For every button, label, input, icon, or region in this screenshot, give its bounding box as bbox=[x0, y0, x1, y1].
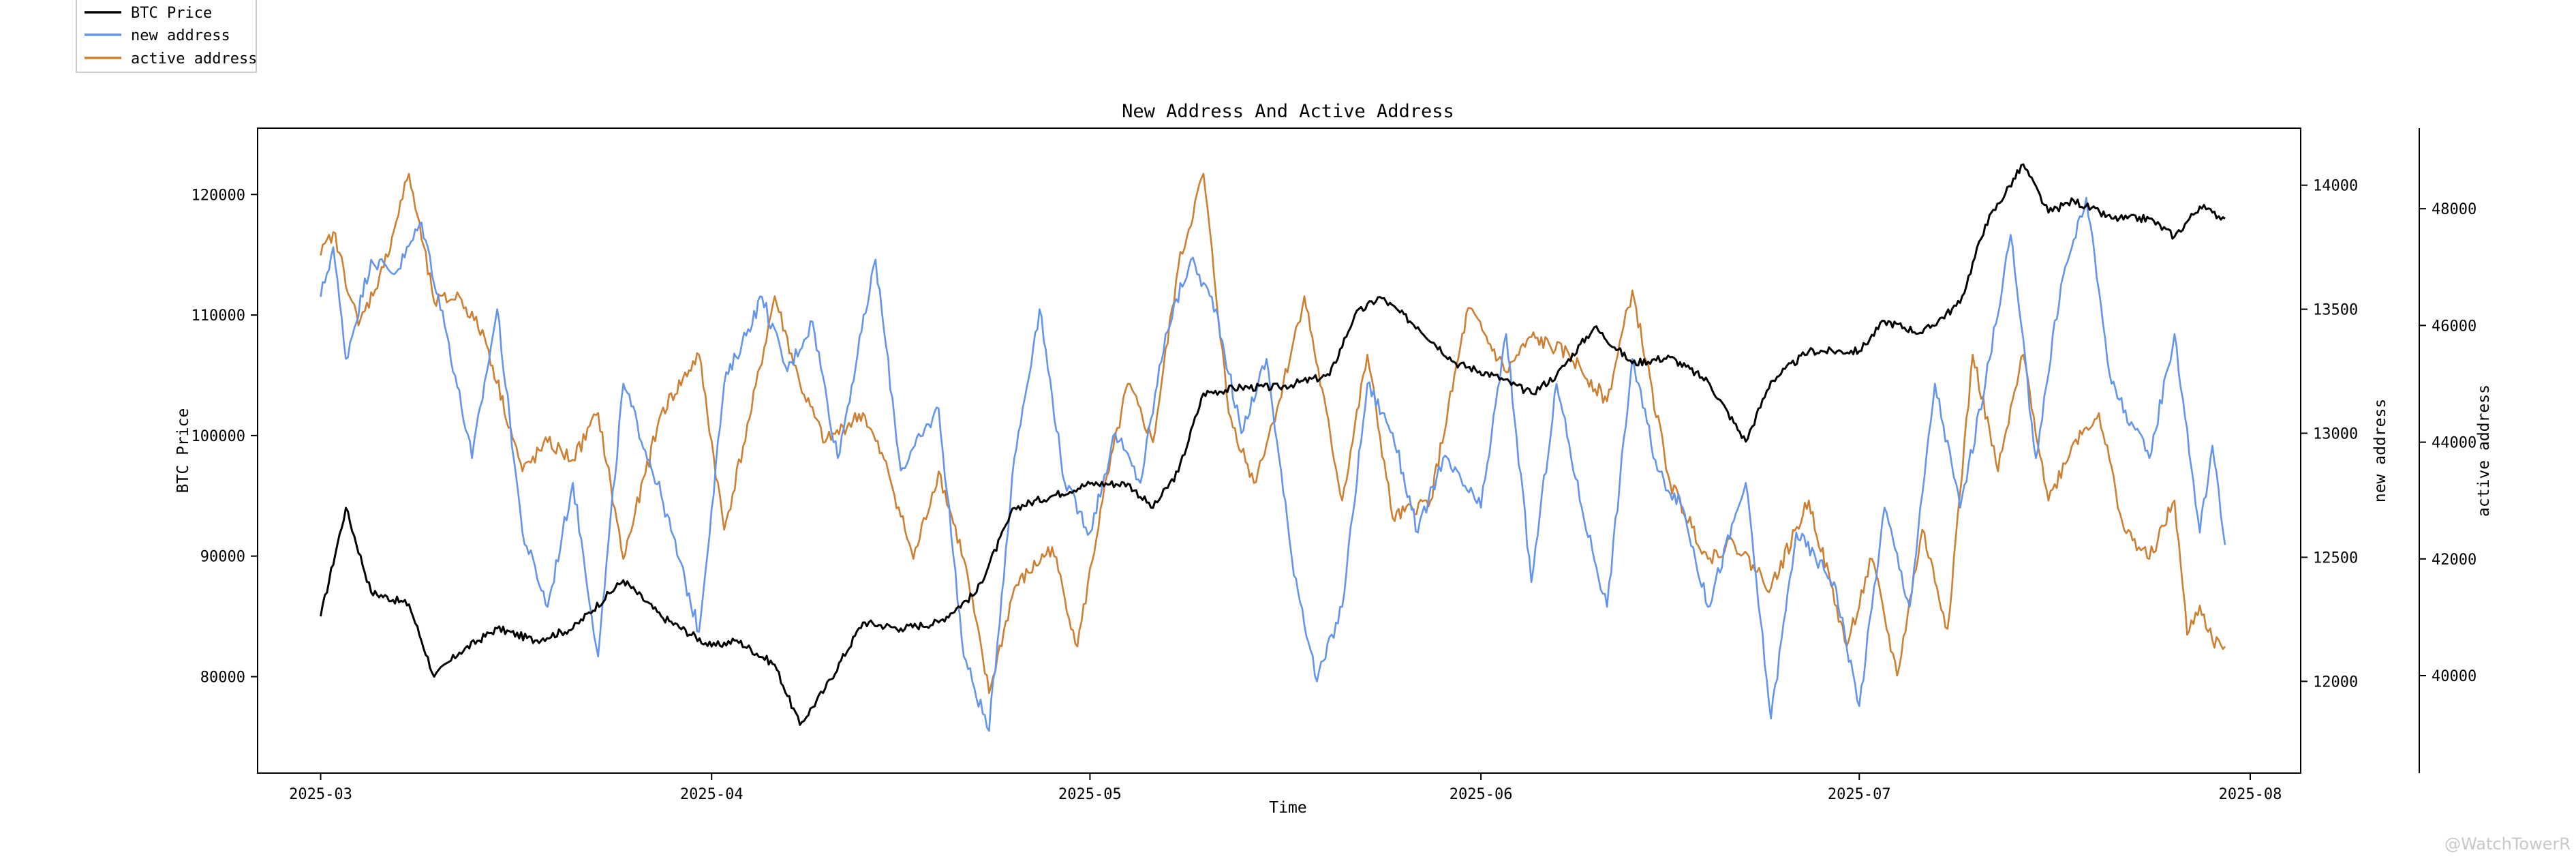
active-axis-tick-label-48000: 48000 bbox=[2432, 201, 2477, 218]
new-axis-tick-label-12000: 12000 bbox=[2313, 674, 2358, 691]
x-tick-label-2025-06: 2025-06 bbox=[1450, 786, 1513, 803]
series-btc-price bbox=[320, 163, 2226, 726]
x-axis-title: Time bbox=[1269, 799, 1306, 817]
series-lines bbox=[320, 163, 2226, 732]
new-axis-tick-label-14000: 14000 bbox=[2313, 178, 2358, 195]
btc-price-axis-title: BTC Price bbox=[174, 408, 192, 494]
active-axis-tick-label-40000: 40000 bbox=[2432, 668, 2477, 685]
new-axis-tick-label-13000: 13000 bbox=[2313, 426, 2358, 443]
legend-label-new-address: new address bbox=[131, 27, 230, 44]
x-tick-label-2025-04: 2025-04 bbox=[680, 786, 743, 803]
series-line-btc-price bbox=[320, 163, 2226, 726]
x-tick-label-2025-08: 2025-08 bbox=[2219, 786, 2282, 803]
tick-marks: 2025-03 2025-04 2025-05 2025-06 2025-07 2025-… bbox=[191, 178, 2477, 803]
price-axis-tick-label-100000: 100000 bbox=[191, 428, 245, 445]
watermark-text: @WatchTowerR bbox=[2444, 834, 2571, 854]
legend-label-active-address: active address bbox=[131, 50, 257, 67]
new-axis-tick-label-12500: 12500 bbox=[2313, 549, 2358, 567]
legend-label-btc-price: BTC Price bbox=[131, 5, 212, 22]
new-axis-tick-label-13500: 13500 bbox=[2313, 302, 2358, 319]
new-address-axis-title: new address bbox=[2372, 399, 2389, 502]
series-line-new-address bbox=[320, 196, 2226, 732]
active-address-axis-title: active address bbox=[2475, 385, 2493, 517]
active-axis-tick-label-44000: 44000 bbox=[2432, 435, 2477, 452]
x-tick-label-2025-05: 2025-05 bbox=[1058, 786, 1122, 803]
active-axis-tick-label-46000: 46000 bbox=[2432, 318, 2477, 335]
chart-title: New Address And Active Address bbox=[1122, 101, 1454, 122]
series-new-address bbox=[320, 196, 2226, 732]
x-tick-label-2025-03: 2025-03 bbox=[289, 786, 352, 803]
price-axis-tick-label-90000: 90000 bbox=[200, 549, 245, 566]
active-axis-tick-label-42000: 42000 bbox=[2432, 552, 2477, 569]
series-active-address bbox=[320, 172, 2226, 694]
price-axis-tick-label-120000: 120000 bbox=[191, 187, 245, 204]
plot-frame bbox=[257, 127, 2301, 774]
x-tick-label-2025-07: 2025-07 bbox=[1828, 786, 1891, 803]
price-axis-tick-label-80000: 80000 bbox=[200, 669, 245, 687]
series-line-active-address bbox=[320, 172, 2226, 694]
legend: BTC Price new address active address bbox=[76, 0, 257, 73]
price-axis-tick-label-110000: 110000 bbox=[191, 307, 245, 325]
